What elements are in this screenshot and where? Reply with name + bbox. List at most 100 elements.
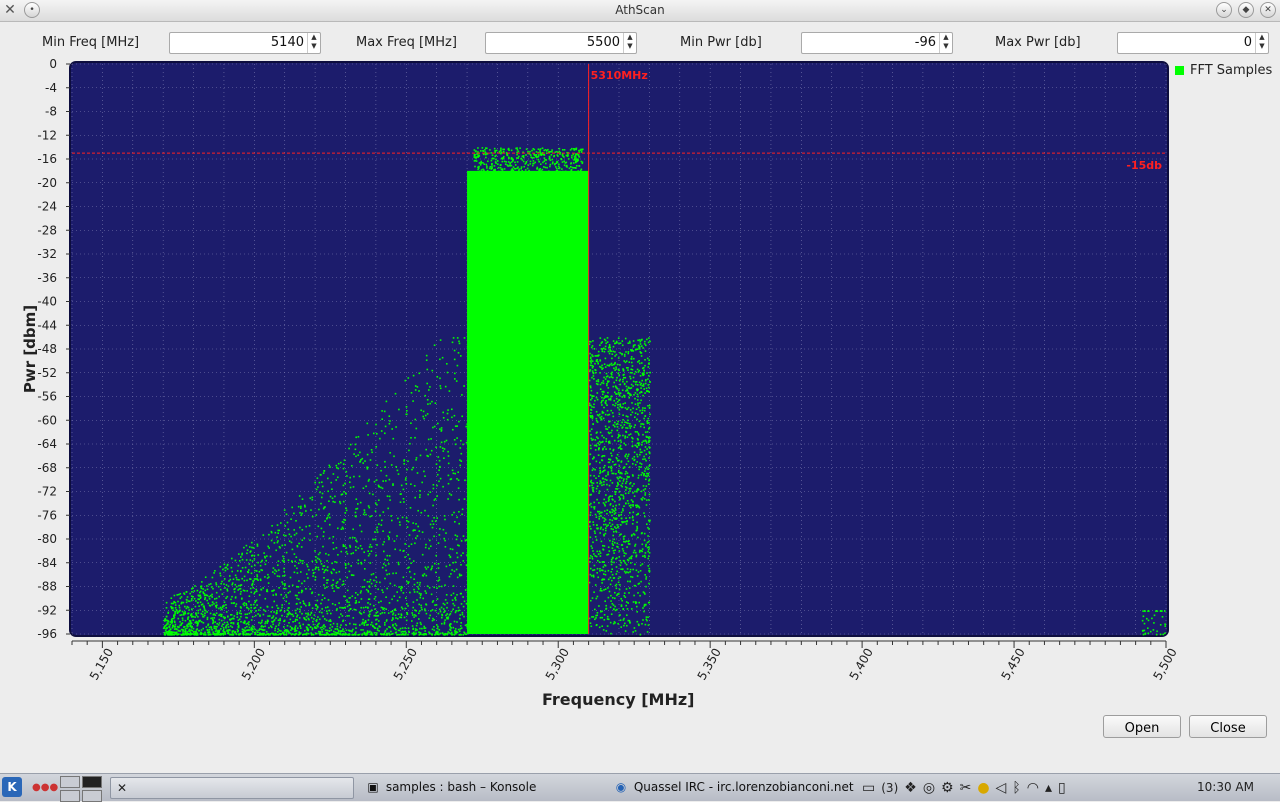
fft-sample (607, 396, 609, 398)
fft-sample (473, 277, 475, 279)
fft-sample (368, 598, 370, 600)
fft-sample (263, 614, 265, 616)
fft-sample (600, 418, 602, 420)
fft-sample (610, 595, 612, 597)
fft-sample (432, 527, 434, 529)
fft-sample (595, 449, 597, 451)
fft-sample (647, 551, 649, 553)
fft-sample (410, 507, 412, 509)
fft-sample (191, 608, 193, 610)
fft-sample (629, 543, 631, 545)
fft-sample (360, 502, 362, 504)
fft-sample (272, 607, 274, 609)
fft-sample (601, 456, 603, 458)
fft-sample (567, 312, 569, 314)
fft-sample (522, 262, 524, 264)
fft-sample (200, 595, 202, 597)
fft-sample (505, 163, 507, 165)
fft-sample (1164, 623, 1166, 625)
fft-sample (630, 576, 632, 578)
fft-sample (220, 614, 222, 616)
fft-sample (638, 407, 640, 409)
fft-sample (388, 563, 390, 565)
fft-sample (297, 608, 299, 610)
fft-sample (597, 612, 599, 614)
fft-sample (276, 610, 278, 612)
fft-sample (294, 534, 296, 536)
fft-sample (440, 478, 442, 480)
fft-sample (303, 600, 305, 602)
fft-sample (370, 593, 372, 595)
fft-sample (277, 530, 279, 532)
fft-sample (446, 594, 448, 596)
fft-sample (296, 619, 298, 621)
fft-sample (216, 626, 218, 628)
fft-sample (282, 545, 284, 547)
fft-sample (607, 616, 609, 618)
fft-sample (642, 385, 644, 387)
fft-sample (597, 577, 599, 579)
fft-sample (391, 599, 393, 601)
fft-sample (567, 295, 569, 297)
fft-sample (216, 592, 218, 594)
fft-sample (187, 626, 189, 628)
fft-sample (537, 298, 539, 300)
fft-sample (387, 536, 389, 538)
fft-sample (432, 520, 434, 522)
fft-sample (399, 597, 401, 599)
fft-sample (633, 358, 635, 360)
fft-sample (431, 633, 433, 635)
fft-sample (617, 421, 619, 423)
fft-sample (312, 499, 314, 501)
fft-sample (391, 520, 393, 522)
spectrum-chart[interactable]: 5310MHz-15db0-4-8-12-16-20-24-28-32-36-4… (0, 0, 1280, 720)
fft-sample (425, 610, 427, 612)
fft-sample (417, 623, 419, 625)
fft-sample (363, 487, 365, 489)
fft-sample (597, 551, 599, 553)
fft-sample (232, 634, 234, 636)
fft-sample (425, 590, 427, 592)
fft-sample (591, 626, 593, 628)
fft-sample (605, 527, 607, 529)
fft-sample (215, 628, 217, 630)
fft-sample (559, 171, 561, 173)
fft-sample (600, 611, 602, 613)
fft-sample (490, 152, 492, 154)
fft-sample (430, 569, 432, 571)
fft-sample (390, 631, 392, 633)
fft-sample (624, 384, 626, 386)
fft-sample (431, 401, 433, 403)
fft-sample (296, 556, 298, 558)
fft-sample (506, 213, 508, 215)
fft-sample (504, 205, 506, 207)
fft-sample (459, 634, 461, 636)
fft-sample (423, 634, 425, 636)
fft-sample (336, 465, 338, 467)
fft-sample (600, 552, 602, 554)
fft-sample (623, 538, 625, 540)
fft-sample (602, 471, 604, 473)
fft-sample (454, 621, 456, 623)
fft-sample (612, 482, 614, 484)
fft-sample (348, 615, 350, 617)
fft-sample (257, 632, 259, 634)
fft-sample (549, 262, 551, 264)
fft-sample (454, 373, 456, 375)
fft-sample (615, 488, 617, 490)
fft-sample (320, 631, 322, 633)
fft-sample (260, 569, 262, 571)
fft-sample (522, 173, 524, 175)
fft-sample (487, 306, 489, 308)
fft-sample (630, 358, 632, 360)
fft-sample (376, 504, 378, 506)
y-tick-label: -8 (45, 105, 57, 119)
fft-sample (449, 493, 451, 495)
fft-sample (543, 166, 545, 168)
fft-sample (465, 625, 467, 627)
fft-sample (227, 624, 229, 626)
fft-sample (376, 612, 378, 614)
fft-sample (333, 473, 335, 475)
fft-sample (374, 598, 376, 600)
fft-sample (421, 607, 423, 609)
